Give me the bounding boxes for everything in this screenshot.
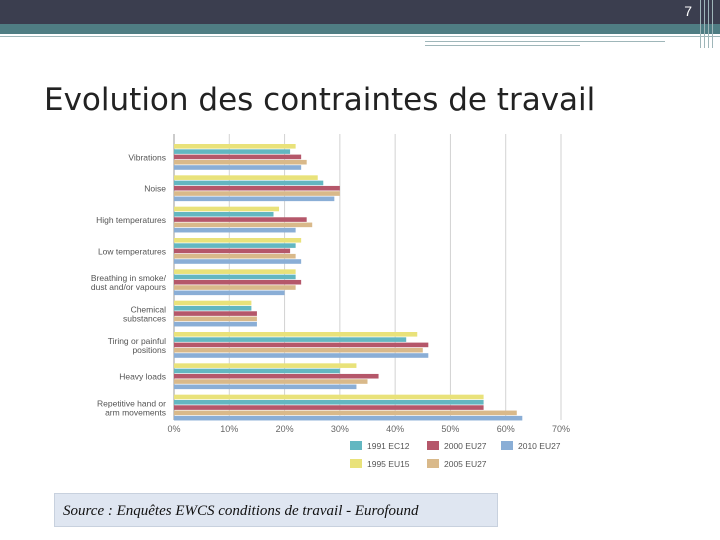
bar [174,279,302,285]
bar [174,285,296,290]
slide-title: Evolution des contraintes de travail [44,82,596,118]
header-rule-shorter [425,45,580,46]
category-label: Chemical [131,304,167,314]
bar [174,321,257,327]
bar [174,305,252,311]
bar [174,316,257,322]
header-stripes [698,0,720,48]
bar [174,300,252,306]
x-tick-label: 70% [552,424,570,434]
category-label: positions [132,345,166,355]
category-label: Breathing in smoke/ [91,273,167,283]
legend-label: 1995 EU15 [367,459,410,469]
bar [174,165,302,170]
bar [174,311,257,316]
legend-swatch [350,459,362,468]
legend-label: 2000 EU27 [444,441,487,451]
bar-chart: Vibrations Noise High temperatures Low temp… [91,134,570,469]
x-tick-label: 40% [386,424,404,434]
bar [174,175,318,180]
bar [174,337,407,342]
bar [174,373,379,379]
category-label: Vibrations [128,152,166,162]
x-tick-label: 50% [441,424,459,434]
category-label: Heavy loads [119,372,166,382]
bar [174,363,357,368]
bar [174,405,484,410]
legend-swatch [427,459,439,468]
bar [174,269,296,274]
category-label: Low temperatures [98,246,166,256]
legend-label: 1991 EC12 [367,441,410,451]
x-tick-label: 60% [497,424,515,434]
bar [174,196,335,202]
bar [174,384,357,390]
category-label: Repetitive hand or [97,398,166,408]
legend-label: 2005 EU27 [444,459,487,469]
bar [174,206,280,212]
bar [174,379,368,384]
bar [174,368,340,374]
bar [174,290,285,296]
slide-number: 7 [684,3,692,19]
x-tick-label: 10% [220,424,238,434]
source-text: Source : Enquêtes EWCS conditions de tra… [63,503,419,519]
header-bar [0,0,720,24]
bar [174,154,302,160]
category-label: Noise [144,184,166,194]
legend-label: 2010 EU27 [518,441,561,451]
header-rule [0,36,720,37]
bar [174,211,274,217]
source-note: Source : Enquêtes EWCS conditions de tra… [54,493,498,527]
bar [174,415,523,421]
bar [174,353,429,358]
category-label: Tiring or painful [108,336,166,346]
x-tick-label: 20% [276,424,294,434]
header-accent-bar [0,24,720,34]
bar [174,149,291,154]
bar [174,342,429,348]
legend-swatch [350,441,362,450]
bar [174,185,340,191]
x-tick-label: 0% [167,424,180,434]
bar [174,253,296,259]
bar [174,394,484,400]
bar [174,274,296,280]
bar [174,217,307,222]
bar [174,347,423,353]
bar [174,410,517,416]
bar [174,191,340,196]
legend-swatch [501,441,513,450]
bar [174,259,302,264]
bar [174,399,484,405]
bar [174,180,324,186]
x-tick-label: 30% [331,424,349,434]
bar [174,159,307,165]
category-label: arm movements [105,407,166,417]
bar [174,144,296,149]
bar [174,222,313,228]
bar [174,227,296,233]
category-label: substances [123,313,166,323]
category-label: dust and/or vapours [91,282,166,292]
bar [174,332,418,337]
header-rule-short [425,41,665,42]
bar [174,248,291,254]
legend-swatch [427,441,439,450]
category-label: High temperatures [96,215,166,225]
bar [174,238,302,243]
bar [174,243,296,248]
